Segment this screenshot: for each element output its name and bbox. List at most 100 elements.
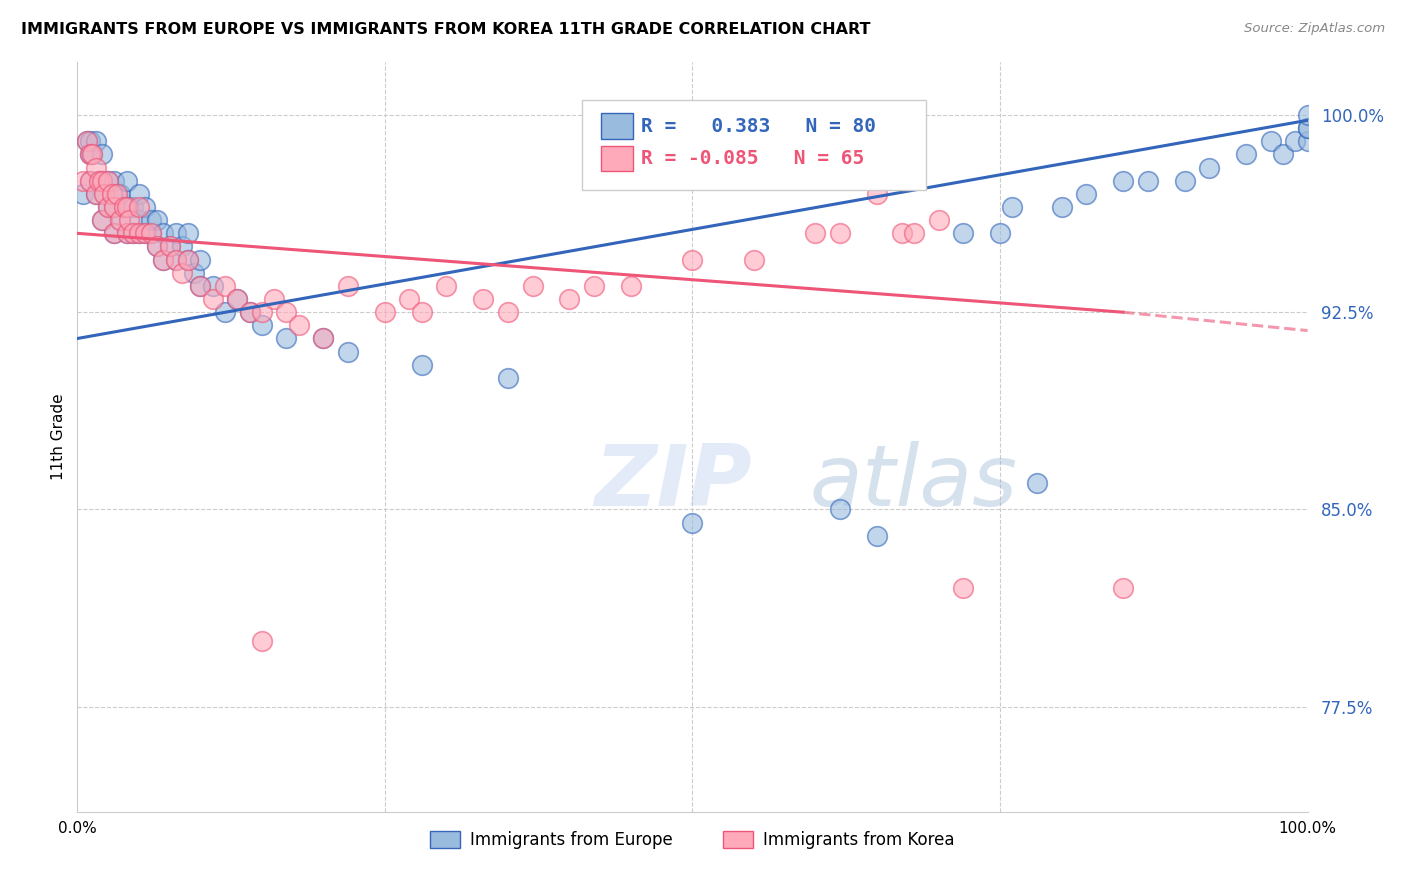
Point	[112, 200, 135, 214]
Point	[226, 292, 249, 306]
Point	[165, 252, 187, 267]
Point	[128, 227, 150, 241]
Point	[496, 305, 519, 319]
Point	[742, 252, 765, 267]
Point	[890, 227, 912, 241]
Point	[903, 227, 925, 241]
Point	[72, 174, 94, 188]
Point	[1296, 108, 1319, 122]
Point	[558, 292, 581, 306]
Point	[101, 186, 124, 201]
Point	[1174, 174, 1197, 188]
Point	[105, 186, 128, 201]
Point	[112, 200, 135, 214]
Point	[103, 200, 125, 214]
Point	[141, 227, 163, 241]
Point	[866, 186, 889, 201]
Point	[103, 227, 125, 241]
Point	[121, 200, 143, 214]
Point	[682, 252, 704, 267]
Point	[1296, 134, 1319, 148]
Point	[128, 186, 150, 201]
Point	[276, 305, 298, 319]
Point	[90, 147, 114, 161]
Point	[146, 239, 169, 253]
Point	[170, 266, 193, 280]
Point	[1026, 476, 1049, 491]
Point	[239, 305, 262, 319]
Point	[159, 239, 181, 253]
Text: R =   0.383   N = 80: R = 0.383 N = 80	[641, 117, 876, 136]
Point	[134, 200, 156, 214]
Point	[159, 239, 181, 253]
Point	[312, 331, 335, 345]
Point	[682, 516, 704, 530]
Point	[89, 174, 111, 188]
Point	[1284, 134, 1306, 148]
Point	[436, 279, 458, 293]
Point	[105, 186, 128, 201]
Point	[830, 502, 852, 516]
Point	[84, 161, 107, 175]
Point	[1234, 147, 1257, 161]
Point	[263, 292, 285, 306]
Legend: Immigrants from Europe, Immigrants from Korea: Immigrants from Europe, Immigrants from …	[423, 824, 962, 855]
Point	[110, 213, 132, 227]
FancyBboxPatch shape	[602, 145, 634, 171]
Point	[201, 279, 224, 293]
Point	[312, 331, 335, 345]
Point	[952, 581, 974, 595]
Point	[214, 279, 236, 293]
Y-axis label: 11th Grade: 11th Grade	[51, 393, 66, 481]
Point	[93, 186, 115, 201]
Point	[183, 266, 205, 280]
Point	[146, 239, 169, 253]
Point	[177, 252, 200, 267]
Point	[128, 200, 150, 214]
Point	[250, 318, 273, 333]
Point	[84, 134, 107, 148]
Point	[337, 344, 360, 359]
Point	[250, 633, 273, 648]
Point	[952, 227, 974, 241]
Point	[82, 147, 104, 161]
Point	[165, 252, 187, 267]
Point	[90, 174, 114, 188]
Point	[82, 147, 104, 161]
Point	[522, 279, 544, 293]
Point	[115, 200, 138, 214]
FancyBboxPatch shape	[582, 100, 927, 190]
Point	[1260, 134, 1282, 148]
Point	[928, 213, 950, 227]
Point	[165, 227, 187, 241]
Point	[110, 186, 132, 201]
Point	[103, 200, 125, 214]
Point	[214, 305, 236, 319]
Point	[97, 174, 120, 188]
Point	[90, 213, 114, 227]
Point	[79, 134, 101, 148]
Point	[1296, 121, 1319, 136]
Point	[76, 134, 98, 148]
Point	[97, 200, 120, 214]
Point	[103, 227, 125, 241]
Point	[496, 371, 519, 385]
Point	[276, 331, 298, 345]
Point	[101, 186, 124, 201]
Point	[1076, 186, 1098, 201]
Text: IMMIGRANTS FROM EUROPE VS IMMIGRANTS FROM KOREA 11TH GRADE CORRELATION CHART: IMMIGRANTS FROM EUROPE VS IMMIGRANTS FRO…	[21, 22, 870, 37]
Text: Source: ZipAtlas.com: Source: ZipAtlas.com	[1244, 22, 1385, 36]
Point	[97, 200, 120, 214]
Point	[72, 186, 94, 201]
Point	[79, 147, 101, 161]
Point	[110, 213, 132, 227]
Point	[374, 305, 396, 319]
Point	[188, 279, 212, 293]
Point	[411, 305, 433, 319]
Point	[146, 213, 169, 227]
Point	[118, 200, 141, 214]
Point	[188, 279, 212, 293]
Point	[79, 174, 101, 188]
Point	[188, 252, 212, 267]
Point	[79, 147, 101, 161]
